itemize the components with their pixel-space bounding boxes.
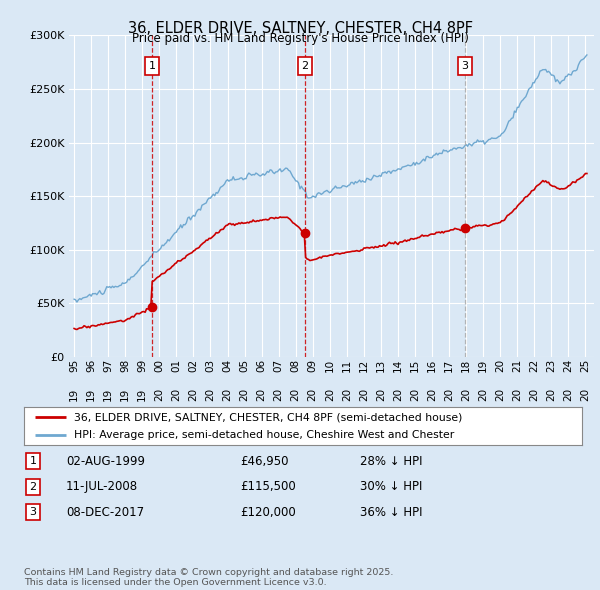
Text: 20: 20 xyxy=(580,388,590,401)
Text: Contains HM Land Registry data © Crown copyright and database right 2025.
This d: Contains HM Land Registry data © Crown c… xyxy=(24,568,394,587)
Text: 3: 3 xyxy=(461,61,469,71)
Text: 95: 95 xyxy=(69,359,79,372)
Text: 20: 20 xyxy=(325,388,335,401)
Text: 20: 20 xyxy=(444,388,454,401)
Text: 13: 13 xyxy=(376,359,386,372)
Text: 17: 17 xyxy=(444,359,454,372)
Text: 19: 19 xyxy=(478,359,488,372)
Text: 96: 96 xyxy=(86,359,96,372)
Text: 08-DEC-2017: 08-DEC-2017 xyxy=(66,506,144,519)
Text: 1: 1 xyxy=(149,61,155,71)
Text: £120,000: £120,000 xyxy=(240,506,296,519)
Text: 01: 01 xyxy=(172,359,181,372)
Text: 16: 16 xyxy=(427,359,437,372)
Text: 11-JUL-2008: 11-JUL-2008 xyxy=(66,480,138,493)
Text: 00: 00 xyxy=(154,359,164,372)
Text: Price paid vs. HM Land Registry's House Price Index (HPI): Price paid vs. HM Land Registry's House … xyxy=(131,32,469,45)
Text: 2: 2 xyxy=(301,61,308,71)
Text: 19: 19 xyxy=(69,388,79,401)
Text: 36% ↓ HPI: 36% ↓ HPI xyxy=(360,506,422,519)
Text: 20: 20 xyxy=(461,388,471,401)
Text: 98: 98 xyxy=(120,359,130,372)
Text: 20: 20 xyxy=(495,388,505,401)
Text: 20: 20 xyxy=(223,388,233,401)
Text: 20: 20 xyxy=(495,359,505,372)
Text: 23: 23 xyxy=(547,359,556,372)
Text: £115,500: £115,500 xyxy=(240,480,296,493)
Text: 20: 20 xyxy=(205,388,215,401)
Text: 07: 07 xyxy=(274,359,284,372)
Text: 09: 09 xyxy=(308,359,318,372)
Text: 14: 14 xyxy=(393,359,403,372)
Text: 30% ↓ HPI: 30% ↓ HPI xyxy=(360,480,422,493)
Text: 19: 19 xyxy=(120,388,130,401)
Text: 08: 08 xyxy=(291,359,301,372)
Text: 3: 3 xyxy=(29,507,37,517)
Text: 20: 20 xyxy=(239,388,250,401)
Text: 20: 20 xyxy=(274,388,284,401)
Text: 03: 03 xyxy=(205,359,215,372)
Text: 20: 20 xyxy=(291,388,301,401)
Text: 11: 11 xyxy=(342,359,352,372)
Text: 20: 20 xyxy=(563,388,574,401)
Text: 19: 19 xyxy=(86,388,96,401)
Text: 06: 06 xyxy=(257,359,266,372)
Text: 36, ELDER DRIVE, SALTNEY, CHESTER, CH4 8PF (semi-detached house): 36, ELDER DRIVE, SALTNEY, CHESTER, CH4 8… xyxy=(74,412,463,422)
Text: 10: 10 xyxy=(325,359,335,372)
Text: 19: 19 xyxy=(103,388,113,401)
Text: 20: 20 xyxy=(154,388,164,401)
Text: 02: 02 xyxy=(188,359,199,372)
Text: 99: 99 xyxy=(137,359,147,372)
Text: 2: 2 xyxy=(29,482,37,491)
Text: 19: 19 xyxy=(137,388,147,401)
Text: 20: 20 xyxy=(547,388,556,401)
Text: 25: 25 xyxy=(580,359,590,372)
Text: 21: 21 xyxy=(512,359,522,372)
Text: 12: 12 xyxy=(359,359,369,372)
Text: 1: 1 xyxy=(29,457,37,466)
Text: 20: 20 xyxy=(478,388,488,401)
Text: 20: 20 xyxy=(376,388,386,401)
Text: 20: 20 xyxy=(410,388,420,401)
Text: 20: 20 xyxy=(188,388,199,401)
Text: 15: 15 xyxy=(410,359,420,372)
Text: 20: 20 xyxy=(529,388,539,401)
Text: £46,950: £46,950 xyxy=(240,455,289,468)
Text: 20: 20 xyxy=(359,388,369,401)
Text: 20: 20 xyxy=(308,388,318,401)
Text: 20: 20 xyxy=(342,388,352,401)
Text: 97: 97 xyxy=(103,359,113,372)
Text: 28% ↓ HPI: 28% ↓ HPI xyxy=(360,455,422,468)
Text: 36, ELDER DRIVE, SALTNEY, CHESTER, CH4 8PF: 36, ELDER DRIVE, SALTNEY, CHESTER, CH4 8… xyxy=(128,21,473,35)
Text: 22: 22 xyxy=(529,359,539,372)
Text: 02-AUG-1999: 02-AUG-1999 xyxy=(66,455,145,468)
Text: 20: 20 xyxy=(512,388,522,401)
Text: 24: 24 xyxy=(563,359,574,372)
Text: 20: 20 xyxy=(257,388,266,401)
Text: 20: 20 xyxy=(427,388,437,401)
Text: HPI: Average price, semi-detached house, Cheshire West and Chester: HPI: Average price, semi-detached house,… xyxy=(74,430,454,440)
Text: 18: 18 xyxy=(461,359,471,372)
Text: 04: 04 xyxy=(223,359,233,372)
Text: 20: 20 xyxy=(172,388,181,401)
Text: 20: 20 xyxy=(393,388,403,401)
Text: 05: 05 xyxy=(239,359,250,372)
